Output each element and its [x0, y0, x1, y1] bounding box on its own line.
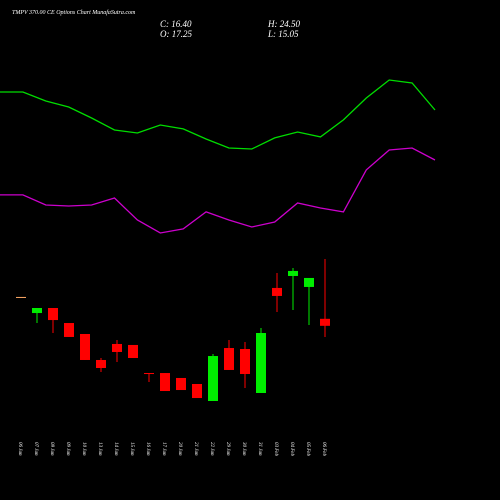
candle-body — [16, 296, 26, 298]
summary-close: C: 16.40 — [160, 19, 192, 29]
x-tick-label: 03 Feb — [273, 442, 278, 457]
candle-body — [176, 377, 186, 391]
candle-body — [256, 333, 266, 393]
candle-body — [64, 323, 74, 337]
x-tick-label: 20 Jan — [177, 442, 182, 456]
chart-title: TMPV 370.00 CE Options Chart MunafaSutra… — [12, 9, 136, 16]
candle-body — [320, 318, 330, 326]
candle-body — [240, 349, 250, 375]
x-tick-label: 09 Jan — [65, 442, 70, 456]
x-tick-label: 04 Feb — [289, 442, 294, 457]
x-tick-label: 06 Feb — [321, 442, 326, 457]
x-tick-label: 14 Jan — [113, 442, 118, 456]
candle-body — [112, 343, 122, 352]
candle-body — [128, 344, 138, 359]
candle-body — [208, 356, 218, 401]
candle-body — [192, 384, 202, 399]
x-tick-label: 06 Jan — [17, 442, 22, 456]
x-tick-label: 21 Jan — [193, 442, 198, 456]
x-tick-label: 17 Jan — [161, 442, 166, 456]
candle-body — [80, 333, 90, 360]
x-tick-label: 13 Jan — [97, 442, 102, 456]
candle-body — [48, 308, 58, 321]
x-tick-label: 22 Jan — [209, 442, 214, 456]
x-tick-label: 15 Jan — [129, 442, 134, 456]
indicator-line — [0, 79, 436, 150]
candle-body — [304, 277, 314, 287]
x-tick-label: 31 Jan — [257, 442, 262, 456]
x-tick-label: 29 Jan — [225, 442, 230, 456]
indicator-line — [0, 147, 436, 234]
candle-body — [288, 270, 298, 276]
candle-body — [144, 373, 154, 375]
x-tick-label: 10 Jan — [81, 442, 86, 456]
candle-body — [224, 348, 234, 370]
candle-body — [32, 308, 42, 314]
x-tick-label: 16 Jan — [145, 442, 150, 456]
x-tick-label: 07 Jan — [33, 442, 38, 456]
x-tick-label: 05 Feb — [305, 442, 310, 457]
candle-body — [96, 359, 106, 368]
candle-body — [160, 373, 170, 392]
summary-low: L: 15.05 — [267, 29, 299, 39]
x-tick-label: 30 Jan — [241, 442, 246, 456]
candle-body — [272, 287, 282, 296]
x-tick-label: 08 Jan — [49, 442, 54, 456]
summary-open: O: 17.25 — [160, 29, 192, 39]
summary-high: H: 24.50 — [267, 19, 300, 29]
